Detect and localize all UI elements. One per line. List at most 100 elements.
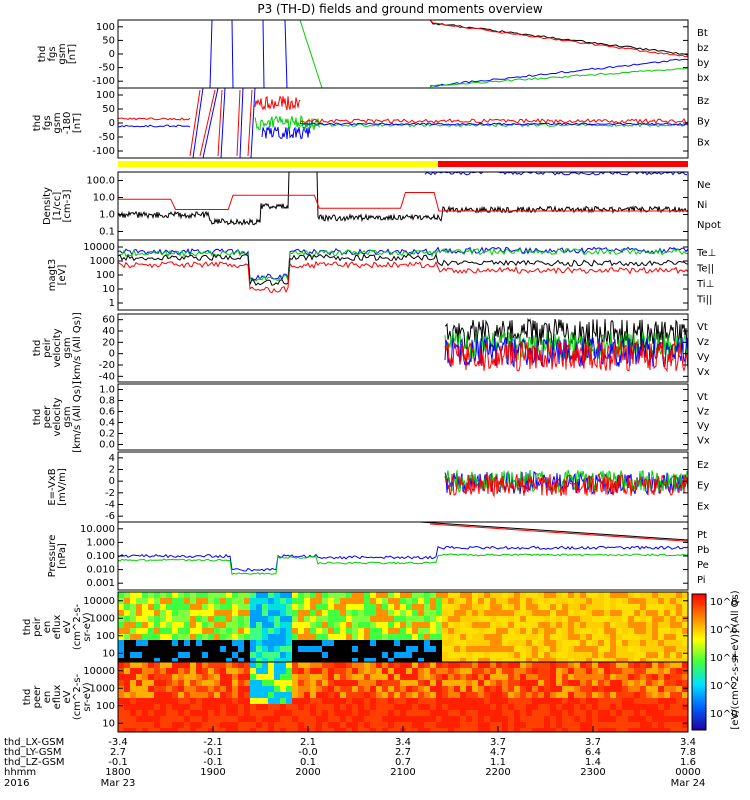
spectrogram-cell xyxy=(622,686,628,692)
spectrogram-cell xyxy=(622,640,628,646)
spectrogram-cell xyxy=(304,716,310,722)
spectrogram-cell xyxy=(616,640,622,646)
spectrogram-cell xyxy=(172,646,178,652)
spectrogram-cell xyxy=(322,628,328,634)
spectrogram-cell xyxy=(508,728,514,734)
spectrogram-cell xyxy=(298,680,304,686)
spectrogram-cell xyxy=(490,598,496,604)
spectrogram-cell xyxy=(328,646,334,652)
spectrogram-cell xyxy=(676,604,682,610)
spectrogram-cell xyxy=(442,634,448,640)
spectrogram-cell xyxy=(550,716,556,722)
spectrogram-cell xyxy=(682,628,688,634)
spectrogram-cell xyxy=(370,604,376,610)
spectrogram-cell xyxy=(532,628,538,634)
spectrogram-cell xyxy=(268,628,274,634)
spectrogram-cell xyxy=(520,680,526,686)
spectrogram-cell xyxy=(634,628,640,634)
spectrogram-cell xyxy=(532,692,538,698)
spectrogram-cell xyxy=(232,698,238,704)
spectrogram-cell xyxy=(502,622,508,628)
spectrogram-cell xyxy=(208,652,214,658)
spectrogram-cell xyxy=(460,722,466,728)
spectrogram-cell xyxy=(640,598,646,604)
spectrogram-cell xyxy=(412,610,418,616)
spectrogram-cell xyxy=(202,634,208,640)
spectrogram-cell xyxy=(670,592,676,598)
spectrogram-cell xyxy=(532,598,538,604)
legend-by: by xyxy=(697,58,709,69)
spectrogram-cell xyxy=(622,628,628,634)
spectrogram-cell xyxy=(250,716,256,722)
spectrogram-cell xyxy=(532,662,538,668)
spectrogram-cell xyxy=(412,652,418,658)
spectrogram-cell xyxy=(598,728,604,734)
spectrogram-cell xyxy=(214,680,220,686)
spectrogram-cell xyxy=(238,680,244,686)
spectrogram-cell xyxy=(664,680,670,686)
spectrogram-cell xyxy=(502,698,508,704)
spectrogram-cell xyxy=(118,728,124,734)
spectrogram-cell xyxy=(292,616,298,622)
spectrogram-cell xyxy=(244,598,250,604)
spectrogram-cell xyxy=(358,604,364,610)
spectrogram-cell xyxy=(166,640,172,646)
spectrogram-cell xyxy=(526,686,532,692)
spectrogram-cell xyxy=(514,598,520,604)
spectrogram-cell xyxy=(232,610,238,616)
spectrogram-cell xyxy=(244,604,250,610)
spectrogram-cell xyxy=(664,622,670,628)
spectrogram-cell xyxy=(328,728,334,734)
spectrogram-cell xyxy=(556,716,562,722)
spectrogram-cell xyxy=(640,722,646,728)
spectrogram-cell xyxy=(550,634,556,640)
spectrogram-cell xyxy=(274,674,280,680)
spectrogram-cell xyxy=(190,598,196,604)
y-tick-label: 1000 xyxy=(90,256,115,267)
y-axis-label: Density[1/cc][cm-3] xyxy=(42,187,73,225)
spectrogram-cell xyxy=(328,692,334,698)
spectrogram-cell xyxy=(532,716,538,722)
spectrogram-cell xyxy=(586,616,592,622)
spectrogram-cell xyxy=(532,722,538,728)
spectrogram-cell xyxy=(544,598,550,604)
spectrogram-cell xyxy=(580,704,586,710)
spectrogram-cell xyxy=(250,686,256,692)
spectrogram-cell xyxy=(598,616,604,622)
spectrogram-cell xyxy=(448,628,454,634)
spectrogram-cell xyxy=(484,722,490,728)
spectrogram-cell xyxy=(562,680,568,686)
spectrogram-cell xyxy=(676,710,682,716)
spectrogram-cell xyxy=(670,622,676,628)
spectrogram-cell xyxy=(220,646,226,652)
spectrogram-cell xyxy=(664,692,670,698)
spectrogram-cell xyxy=(394,698,400,704)
spectrogram-cell xyxy=(172,710,178,716)
spectrogram-cell xyxy=(196,646,202,652)
spectrogram-cell xyxy=(508,704,514,710)
spectrogram-cell xyxy=(292,628,298,634)
spectrogram-cell xyxy=(436,710,442,716)
spectrogram-cell xyxy=(178,710,184,716)
spectrogram-cell xyxy=(418,646,424,652)
spectrogram-cell xyxy=(304,652,310,658)
spectrogram-cell xyxy=(184,722,190,728)
spectrogram-cell xyxy=(208,692,214,698)
spectrogram-cell xyxy=(532,668,538,674)
spectrogram-cell xyxy=(682,604,688,610)
spectrogram-cell xyxy=(550,622,556,628)
x-row-value: 1900 xyxy=(200,767,225,778)
spectrogram-cell xyxy=(568,668,574,674)
spectrogram-cell xyxy=(556,728,562,734)
spectrogram-cell xyxy=(634,698,640,704)
spectrogram-cell xyxy=(496,592,502,598)
spectrogram-cell xyxy=(550,698,556,704)
spectrogram-cell xyxy=(130,610,136,616)
spectrogram-cell xyxy=(424,616,430,622)
spectrogram-cell xyxy=(634,652,640,658)
spectrogram-cell xyxy=(454,698,460,704)
spectrogram-cell xyxy=(280,634,286,640)
spectrogram-cell xyxy=(676,722,682,728)
spectrogram-cell xyxy=(202,652,208,658)
spectrogram-cell xyxy=(286,622,292,628)
